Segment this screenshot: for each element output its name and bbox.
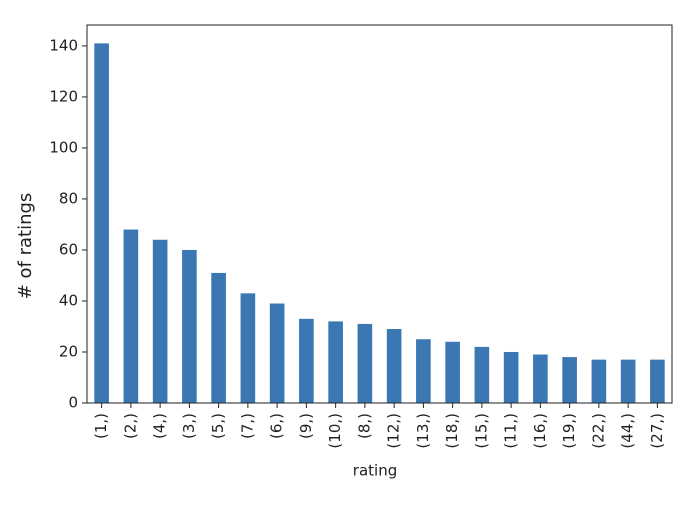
bar (328, 321, 343, 403)
x-tick-label: (22,) (589, 413, 607, 449)
x-tick-label: (3,) (180, 413, 198, 439)
y-tick-label: 100 (49, 138, 78, 156)
x-tick-label: (7,) (238, 413, 256, 439)
y-tick-label: 120 (49, 87, 78, 105)
bar (240, 293, 256, 403)
bar (152, 239, 168, 403)
y-axis-label: # of ratings (15, 193, 36, 300)
bar (182, 249, 197, 403)
y-tick-label: 140 (49, 36, 78, 54)
x-tick-label: (27,) (648, 413, 666, 449)
bar (357, 323, 373, 403)
x-tick-label: (10,) (326, 413, 344, 449)
x-tick-label: (13,) (414, 413, 432, 449)
y-tick-label: 40 (59, 291, 78, 309)
x-tick-label: (15,) (472, 413, 490, 449)
x-tick-label: (2,) (121, 413, 139, 439)
plot-frame (86, 24, 673, 404)
x-tick-label: (18,) (443, 413, 461, 449)
bar (591, 359, 607, 403)
x-tick-label: (4,) (151, 413, 169, 439)
bar (533, 354, 548, 403)
x-tick-label: (5,) (209, 413, 227, 439)
bar (211, 272, 226, 403)
x-tick-label: (12,) (385, 413, 403, 449)
x-tick-label: (6,) (268, 413, 286, 439)
bar (445, 341, 460, 403)
x-tick-label: (8,) (355, 413, 373, 439)
bar (269, 303, 285, 403)
bar (123, 229, 139, 403)
x-tick-label: (19,) (560, 413, 578, 449)
x-axis-label: rating (353, 462, 397, 480)
y-tick-label: 80 (59, 189, 78, 207)
bar (562, 357, 577, 403)
bar (474, 346, 490, 403)
bar (299, 318, 314, 403)
y-tick-label: 20 (59, 342, 78, 360)
y-tick-label: 60 (59, 240, 78, 258)
bar (94, 43, 109, 403)
y-tick-label: 0 (68, 394, 78, 412)
bar (650, 359, 665, 403)
x-tick-label: (9,) (297, 413, 315, 439)
x-tick-label: (11,) (502, 413, 520, 449)
x-tick-label: (16,) (531, 413, 549, 449)
bar (416, 339, 431, 403)
x-tick-label: (1,) (92, 413, 110, 439)
bar (620, 359, 636, 403)
x-tick-label: (44,) (619, 413, 637, 449)
bar (386, 329, 402, 403)
bar (503, 351, 519, 403)
